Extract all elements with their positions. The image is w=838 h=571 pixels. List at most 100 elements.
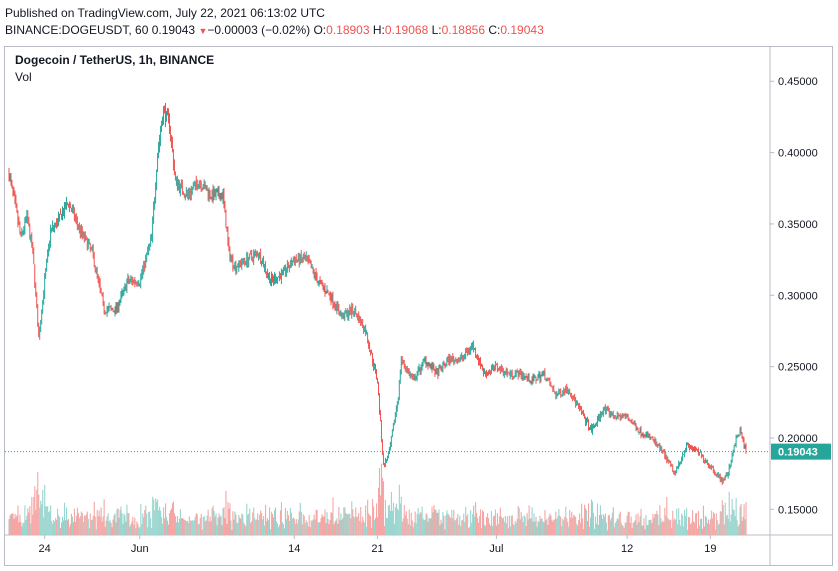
volume-bar bbox=[722, 504, 724, 535]
volume-bar bbox=[24, 505, 26, 535]
volume-bar bbox=[51, 520, 53, 535]
volume-bar bbox=[156, 501, 158, 535]
volume-bar bbox=[257, 513, 259, 535]
volume-bar bbox=[711, 518, 713, 535]
volume-bar bbox=[391, 510, 393, 535]
volume-bar bbox=[421, 506, 423, 535]
volume-bar bbox=[248, 513, 250, 535]
volume-bar bbox=[726, 514, 728, 535]
volume-bar bbox=[671, 527, 673, 535]
volume-bar bbox=[105, 520, 107, 535]
volume-bar bbox=[190, 520, 192, 535]
last-price: 0.19043 bbox=[151, 23, 196, 37]
volume-bar bbox=[193, 520, 195, 535]
volume-bar bbox=[234, 511, 236, 535]
volume-bar bbox=[694, 513, 697, 535]
volume-bar bbox=[683, 526, 685, 535]
volume-bar bbox=[402, 518, 404, 535]
volume-bar bbox=[473, 505, 475, 535]
volume-bar bbox=[59, 516, 61, 535]
volume-bar bbox=[151, 527, 153, 535]
volume-bar bbox=[423, 520, 425, 535]
volume-bar bbox=[242, 514, 244, 535]
volume-bar bbox=[701, 528, 704, 535]
volume-bar bbox=[309, 527, 311, 535]
volume-bar bbox=[99, 516, 101, 535]
volume-bar bbox=[312, 519, 314, 535]
volume-bar bbox=[395, 503, 397, 535]
volume-bar bbox=[450, 517, 452, 535]
volume-bar bbox=[596, 503, 599, 535]
volume-bar bbox=[559, 515, 561, 535]
volume-bar bbox=[525, 526, 527, 535]
volume-bar bbox=[385, 517, 388, 535]
volume-bar bbox=[332, 497, 334, 535]
volume-bar bbox=[290, 512, 292, 535]
volume-bar bbox=[692, 510, 694, 535]
volume-bar bbox=[673, 520, 675, 535]
volume-bar bbox=[546, 518, 548, 535]
volume-bar bbox=[545, 520, 547, 535]
volume-bar bbox=[310, 520, 312, 535]
volume-bar bbox=[167, 524, 170, 535]
volume-bar bbox=[455, 519, 457, 535]
volume-bar bbox=[11, 513, 13, 535]
volume-bar bbox=[319, 521, 321, 535]
volume-bar bbox=[669, 520, 671, 535]
volume-bar bbox=[587, 520, 589, 535]
volume-bar bbox=[149, 511, 151, 535]
volume-bar bbox=[463, 513, 465, 535]
volume-bar bbox=[526, 513, 528, 535]
volume-bar bbox=[304, 523, 306, 535]
volume-bar bbox=[566, 518, 568, 535]
time-tick-label: 12 bbox=[621, 543, 633, 555]
volume-bar bbox=[556, 518, 558, 535]
volume-bar bbox=[266, 521, 268, 535]
volume-bar bbox=[554, 519, 556, 535]
low-label: L: bbox=[431, 23, 442, 37]
volume-bar bbox=[81, 512, 83, 535]
volume-bar bbox=[583, 528, 585, 535]
volume-bar bbox=[109, 520, 111, 535]
volume-bar bbox=[451, 509, 453, 535]
volume-bar bbox=[62, 520, 65, 535]
volume-bar bbox=[171, 503, 174, 535]
volume-bar bbox=[600, 514, 602, 535]
volume-bar bbox=[43, 517, 45, 535]
volume-bar bbox=[495, 525, 497, 535]
volume-bar bbox=[430, 517, 432, 535]
volume-bar bbox=[399, 503, 401, 535]
volume-bar bbox=[599, 505, 601, 535]
volume-bar bbox=[653, 517, 655, 535]
price-change: −0.00003 (−0.02%) bbox=[207, 23, 311, 37]
volume-bar bbox=[357, 516, 359, 535]
volume-bar bbox=[314, 519, 316, 535]
volume-bar bbox=[624, 522, 626, 535]
volume-bar bbox=[135, 528, 137, 535]
volume-bar bbox=[349, 513, 351, 535]
volume-bar bbox=[686, 508, 688, 535]
volume-bar bbox=[85, 514, 87, 535]
volume-bar bbox=[660, 518, 662, 535]
volume-bar bbox=[668, 519, 670, 535]
volume-bar bbox=[131, 521, 133, 535]
volume-bar bbox=[366, 527, 368, 535]
volume-bar bbox=[233, 519, 235, 535]
volume-bar bbox=[510, 516, 512, 535]
volume-bar bbox=[305, 520, 307, 535]
volume-bar bbox=[579, 513, 581, 535]
volume-bar bbox=[435, 509, 437, 535]
price-chart[interactable]: 0.45000 0.40000 0.35000 0.30000 0.25000 0.200… bbox=[5, 47, 832, 565]
volume-bar bbox=[639, 516, 641, 535]
volume-bar bbox=[348, 513, 350, 535]
volume-bar bbox=[458, 524, 460, 535]
volume-bar bbox=[104, 526, 106, 535]
volume-bar bbox=[691, 522, 693, 535]
volume-bars bbox=[8, 463, 747, 535]
volume-bar bbox=[84, 515, 86, 535]
volume-bar bbox=[677, 524, 679, 535]
volume-bar bbox=[436, 512, 438, 535]
volume-bar bbox=[108, 521, 110, 535]
volume-bar bbox=[324, 509, 326, 535]
chart-frame[interactable]: 0.45000 0.40000 0.35000 0.30000 0.25000 0.200… bbox=[4, 46, 833, 566]
